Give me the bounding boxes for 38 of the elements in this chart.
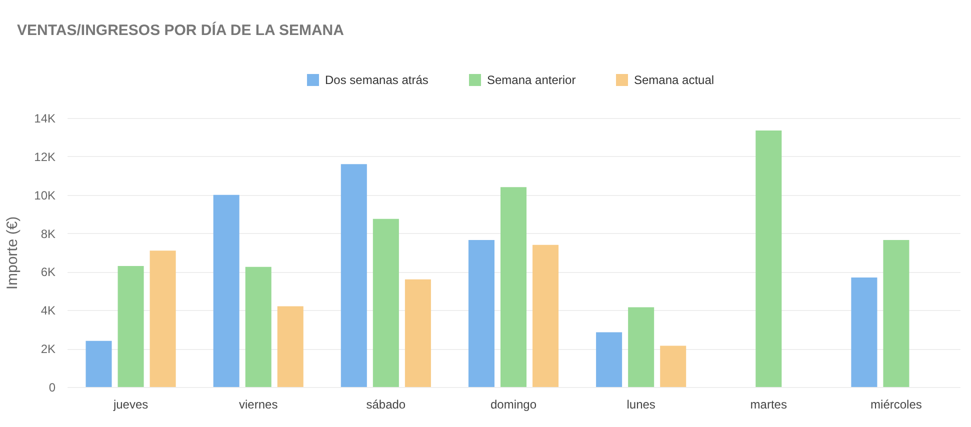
bar [500, 187, 527, 387]
x-tick-label: jueves [112, 398, 148, 412]
bar [660, 346, 686, 387]
y-tick-label: 14K [34, 112, 56, 126]
legend-label: Semana actual [634, 73, 714, 87]
chart-title: VENTAS/INGRESOS POR DÍA DE LA SEMANA [17, 21, 344, 39]
bar [213, 194, 240, 387]
bar [851, 277, 878, 387]
x-tick-label: miércoles [870, 398, 922, 412]
bar [404, 279, 431, 387]
bar [756, 130, 782, 387]
bar [628, 307, 654, 387]
bar [468, 240, 494, 387]
legend-label: Dos semanas atrás [325, 73, 428, 87]
bar [245, 266, 272, 387]
y-tick-label: 2K [40, 342, 56, 356]
x-tick-label: lunes [626, 398, 656, 412]
y-tick-label: 8K [40, 226, 56, 241]
bar [86, 340, 112, 387]
legend-label: Semana anterior [487, 73, 576, 87]
y-tick-label: 4K [40, 304, 56, 318]
x-tick-label: sábado [366, 398, 406, 412]
bar [532, 244, 559, 387]
bar [277, 306, 304, 387]
y-tick-label: 10K [34, 188, 56, 202]
y-axis-title: Importe (€) [4, 216, 22, 290]
y-tick-label: 0 [48, 380, 56, 394]
bar [372, 218, 399, 387]
bar [340, 164, 367, 387]
bar [150, 250, 176, 387]
x-tick-label: martes [750, 398, 787, 412]
y-tick-label: 6K [40, 265, 56, 280]
bar [596, 332, 622, 387]
bar [118, 266, 144, 387]
bar [883, 240, 910, 387]
x-tick-label: domingo [490, 398, 537, 412]
y-tick-label: 12K [34, 150, 56, 164]
x-tick-label: viernes [239, 398, 278, 412]
